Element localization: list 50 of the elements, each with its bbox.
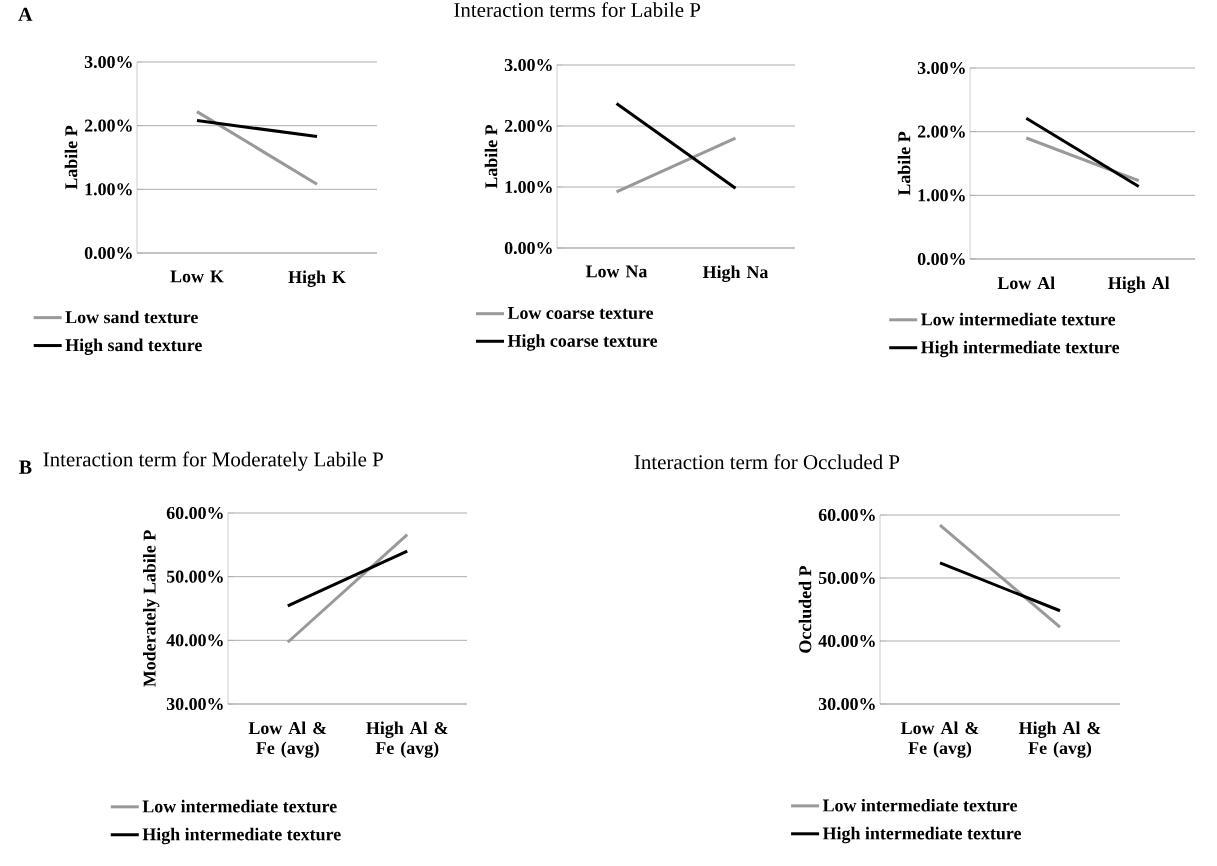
y-tick-label: 0.00% <box>917 252 965 266</box>
y-axis-title: Labile P <box>897 131 911 196</box>
y-axis-title: Occluded P <box>798 565 812 653</box>
y-tick-label: 3.00% <box>917 61 965 75</box>
x-tick-label: High K <box>288 270 346 287</box>
legend-label: High coarse texture <box>507 334 658 351</box>
y-tick-label: 30.00% <box>166 697 223 711</box>
y-tick-label: 0.00% <box>504 241 552 255</box>
legend-label: High sand texture <box>65 338 202 355</box>
y-tick-label: 1.00% <box>505 180 552 194</box>
y-tick-label: 50.00% <box>166 570 223 583</box>
x-tick-label: Low K <box>170 270 224 283</box>
y-tick-label: 2.00% <box>84 119 132 132</box>
y-tick-label: 3.00% <box>84 55 132 69</box>
x-tick-label: High Al & Fe (avg) <box>1018 721 1101 758</box>
y-axis-title: Labile P <box>64 125 78 190</box>
chart-title: Interaction term for Moderately Labile P <box>43 451 383 471</box>
legend-label: Low coarse texture <box>507 307 654 320</box>
legend-label: Low intermediate texture <box>921 312 1116 326</box>
legend-label: Low intermediate texture <box>142 799 337 813</box>
y-tick-label: 0.00% <box>84 246 132 260</box>
legend-label: High intermediate texture <box>822 826 1022 844</box>
text: B <box>19 460 32 474</box>
x-tick-label: High Al <box>1108 276 1170 293</box>
legend-label: Low intermediate texture <box>822 798 1018 812</box>
y-tick-label: 1.00% <box>85 183 132 196</box>
y-axis-title: Moderately Labile P <box>143 530 160 687</box>
y-tick-label: 30.00% <box>818 697 875 711</box>
y-tick-label: 1.00% <box>918 189 965 202</box>
x-tick-label: Low Na <box>585 265 648 278</box>
x-tick-label: Low Al <box>997 276 1055 290</box>
y-tick-label: 40.00% <box>818 634 875 648</box>
text: A <box>18 7 33 21</box>
y-tick-label: 3.00% <box>504 58 552 72</box>
chart-title: Interaction term for Occluded P <box>634 454 900 470</box>
y-tick-label: 50.00% <box>818 571 875 585</box>
y-tick-label: 2.00% <box>504 119 552 133</box>
x-tick-label: High Na <box>702 265 769 282</box>
legend-label: High intermediate texture <box>921 340 1120 358</box>
chart-title: Interaction terms for Labile P <box>454 2 701 18</box>
legend-label: Low sand texture <box>65 310 198 324</box>
y-axis-title: Labile P <box>484 124 498 189</box>
x-tick-label: Low Al & Fe (avg) <box>248 721 327 758</box>
x-tick-label: Low Al & Fe (avg) <box>900 721 979 758</box>
x-tick-label: High Al & Fe (avg) <box>366 721 448 758</box>
y-tick-label: 40.00% <box>166 634 223 647</box>
y-tick-label: 2.00% <box>917 125 965 138</box>
y-tick-label: 60.00% <box>818 508 875 522</box>
legend-label: High intermediate texture <box>142 827 341 845</box>
y-tick-label: 60.00% <box>166 506 223 520</box>
